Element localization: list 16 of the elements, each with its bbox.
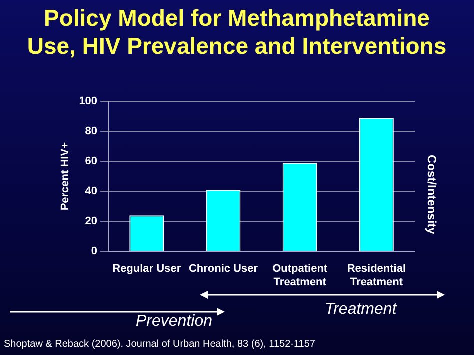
text: Shoptaw & Reback (2006). Journal of Urban Health, 83 (6), 1152-1157 bbox=[4, 339, 316, 350]
y-tick-label: 60 bbox=[85, 156, 98, 168]
x-tick-label: Chronic User bbox=[188, 263, 259, 276]
y-tick-label: 100 bbox=[79, 96, 98, 108]
text: Prevention bbox=[136, 313, 212, 331]
y-tick-label: 40 bbox=[85, 186, 98, 198]
chart-title: Policy Model for Methamphetamine Use, HIV Prevalence and Interventions bbox=[26, 4, 448, 60]
y-tick-label: 20 bbox=[85, 216, 98, 228]
x-tick-label: Regular User bbox=[112, 263, 182, 276]
x-tick-label: Residential Treatment bbox=[347, 263, 406, 288]
text: Treatment bbox=[325, 301, 397, 319]
x-tick-label: Outpatient Treatment bbox=[272, 263, 328, 288]
y-tick-label: 0 bbox=[91, 246, 98, 258]
y-axis-title: Percent HIV+ bbox=[60, 142, 72, 211]
text: Cost/Intensity bbox=[424, 154, 440, 237]
y-tick-label: 80 bbox=[85, 126, 98, 138]
